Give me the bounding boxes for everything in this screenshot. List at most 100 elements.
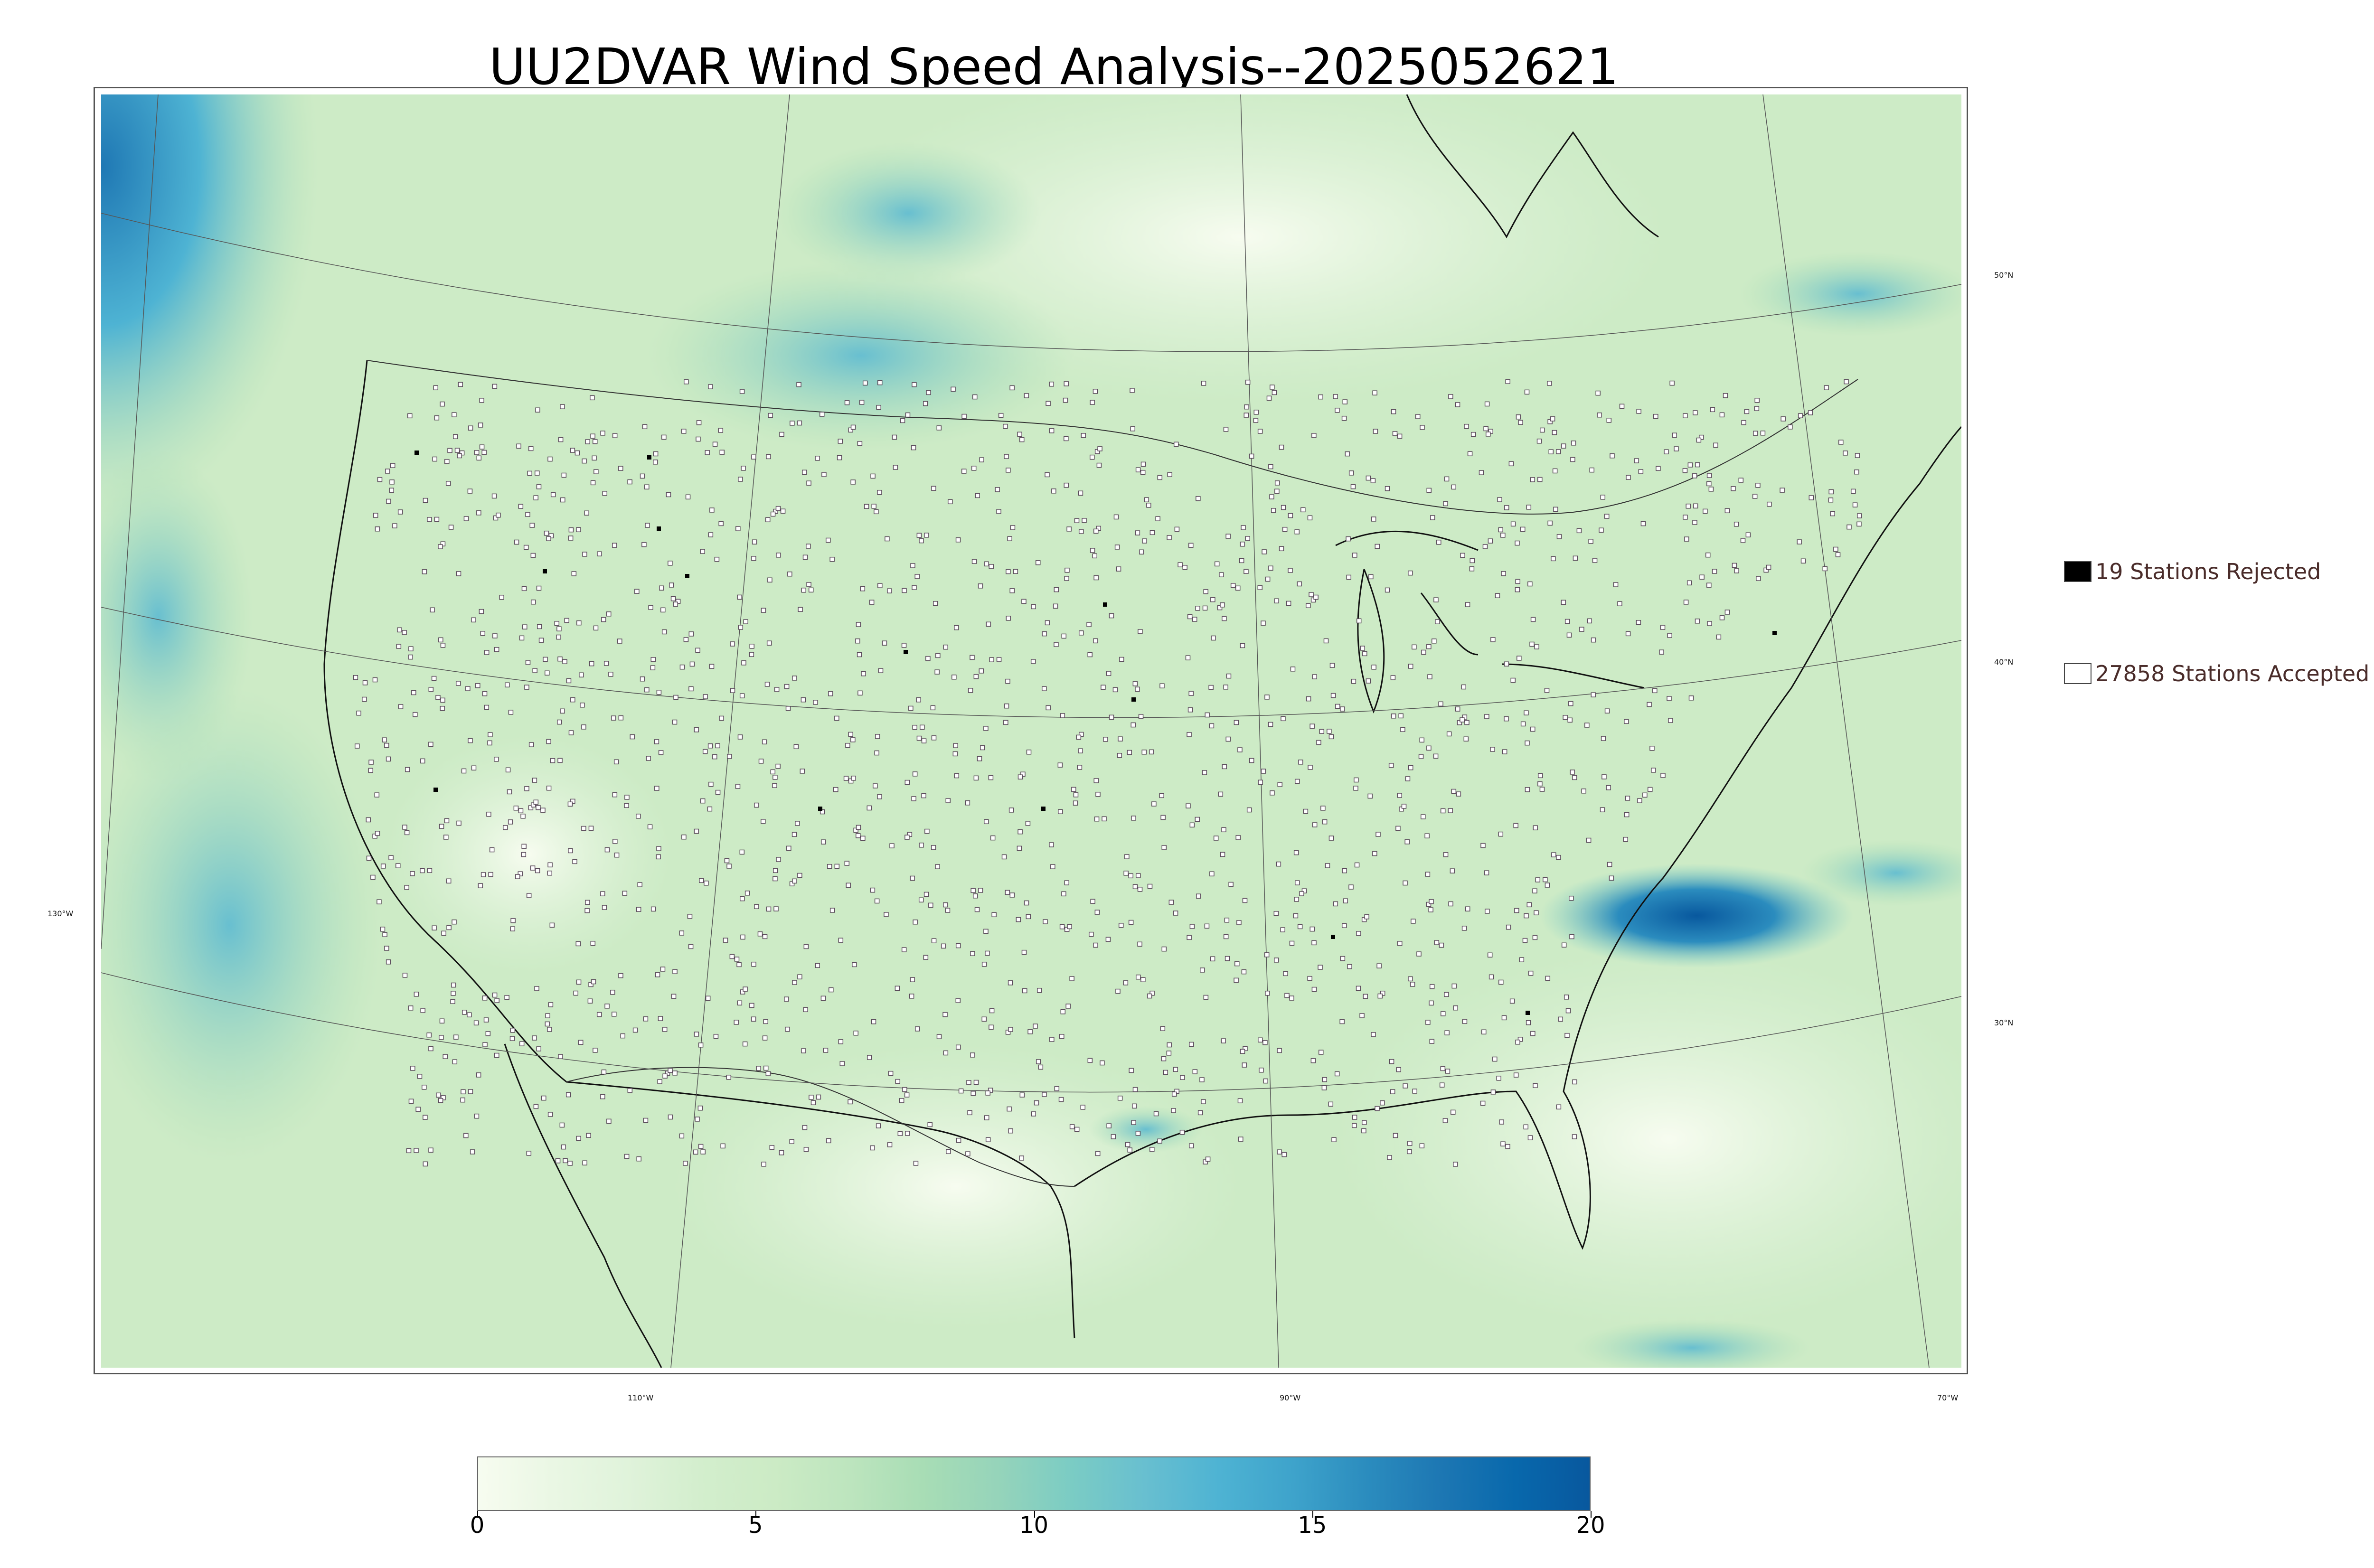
station-accepted — [1401, 804, 1407, 809]
station-accepted — [604, 1004, 610, 1009]
station-accepted — [773, 906, 779, 911]
station-accepted — [1238, 1136, 1244, 1142]
station-accepted — [443, 1054, 448, 1059]
station-accepted — [1719, 412, 1725, 418]
station-accepted — [643, 1016, 649, 1022]
colorbar-tick-mark — [1034, 1511, 1035, 1518]
great-lakes — [1335, 530, 1645, 714]
station-accepted — [688, 944, 694, 949]
station-accepted — [548, 1002, 554, 1007]
station-accepted — [739, 849, 745, 855]
station-accepted — [1274, 488, 1280, 494]
station-accepted — [1006, 468, 1011, 473]
station-accepted — [646, 756, 651, 761]
station-accepted — [1008, 1027, 1013, 1032]
station-accepted — [1464, 720, 1470, 725]
wind-speed-map — [101, 94, 1961, 1368]
station-accepted — [945, 908, 951, 913]
station-accepted — [479, 609, 484, 614]
station-accepted — [909, 994, 914, 999]
station-accepted — [1572, 775, 1577, 780]
station-accepted — [1240, 643, 1245, 648]
station-accepted — [1109, 714, 1114, 720]
station-accepted — [1089, 454, 1095, 460]
station-accepted — [1093, 575, 1099, 581]
station-accepted — [1093, 528, 1099, 534]
station-accepted — [368, 760, 374, 765]
station-accepted — [953, 743, 958, 748]
station-accepted — [1451, 983, 1457, 989]
station-accepted — [521, 852, 527, 857]
station-accepted — [935, 864, 940, 869]
station-accepted — [1391, 714, 1396, 719]
station-accepted — [1543, 877, 1548, 883]
station-accepted — [402, 630, 407, 635]
station-accepted — [985, 1090, 990, 1096]
station-accepted — [398, 704, 404, 709]
station-accepted — [1017, 829, 1023, 835]
station-accepted — [1188, 543, 1194, 548]
station-accepted — [1360, 646, 1365, 651]
station-accepted — [600, 891, 605, 897]
station-accepted — [741, 466, 746, 471]
station-accepted — [1425, 872, 1431, 877]
station-accepted — [936, 425, 942, 431]
station-accepted — [1429, 1039, 1435, 1044]
station-accepted — [618, 715, 624, 721]
station-accepted — [1111, 1134, 1116, 1139]
station-accepted — [1352, 1115, 1357, 1120]
station-accepted — [661, 629, 667, 635]
station-accepted — [979, 668, 984, 674]
station-accepted — [875, 734, 880, 739]
station-accepted — [1372, 390, 1377, 395]
station-accepted — [1623, 836, 1628, 842]
station-accepted — [798, 607, 803, 612]
station-accepted — [784, 996, 789, 1002]
station-accepted — [520, 813, 526, 819]
station-accepted — [559, 1122, 565, 1128]
station-accepted — [430, 607, 435, 613]
station-accepted — [876, 1123, 881, 1128]
station-accepted — [1064, 436, 1069, 441]
station-accepted — [670, 596, 676, 601]
station-accepted — [1147, 883, 1153, 889]
station-accepted — [1602, 774, 1607, 779]
station-accepted — [528, 805, 534, 810]
station-accepted — [1408, 765, 1413, 770]
station-accepted — [1535, 877, 1541, 883]
station-accepted — [1234, 720, 1239, 725]
station-accepted — [624, 803, 629, 808]
station-accepted — [592, 439, 598, 444]
station-accepted — [411, 690, 416, 695]
station-accepted — [452, 919, 457, 925]
station-accepted — [737, 594, 742, 600]
station-accepted — [1659, 649, 1664, 655]
station-accepted — [650, 906, 656, 912]
station-accepted — [1586, 837, 1592, 843]
station-accepted — [1113, 514, 1119, 520]
station-accepted — [1042, 1092, 1047, 1097]
station-accepted — [1249, 758, 1254, 763]
station-accepted — [1089, 931, 1094, 937]
station-accepted — [1634, 458, 1639, 463]
station-accepted — [1731, 486, 1736, 491]
station-accepted — [1082, 518, 1087, 523]
station-accepted — [1846, 524, 1852, 530]
station-accepted — [601, 617, 606, 622]
station-accepted — [1268, 464, 1273, 469]
station-accepted — [1064, 482, 1069, 488]
station-accepted — [1518, 420, 1523, 425]
station-accepted — [1307, 515, 1313, 521]
station-accepted — [694, 1032, 699, 1037]
station-accepted — [738, 625, 744, 630]
station-accepted — [675, 599, 681, 604]
station-accepted — [848, 427, 853, 433]
station-accepted — [397, 509, 403, 515]
atlantic-high-wind — [1739, 251, 1961, 337]
station-accepted — [887, 588, 892, 593]
station-accepted — [688, 631, 694, 637]
station-accepted — [586, 1133, 591, 1138]
station-accepted — [1502, 749, 1507, 754]
station-accepted — [1672, 432, 1677, 438]
station-accepted — [1550, 416, 1555, 422]
